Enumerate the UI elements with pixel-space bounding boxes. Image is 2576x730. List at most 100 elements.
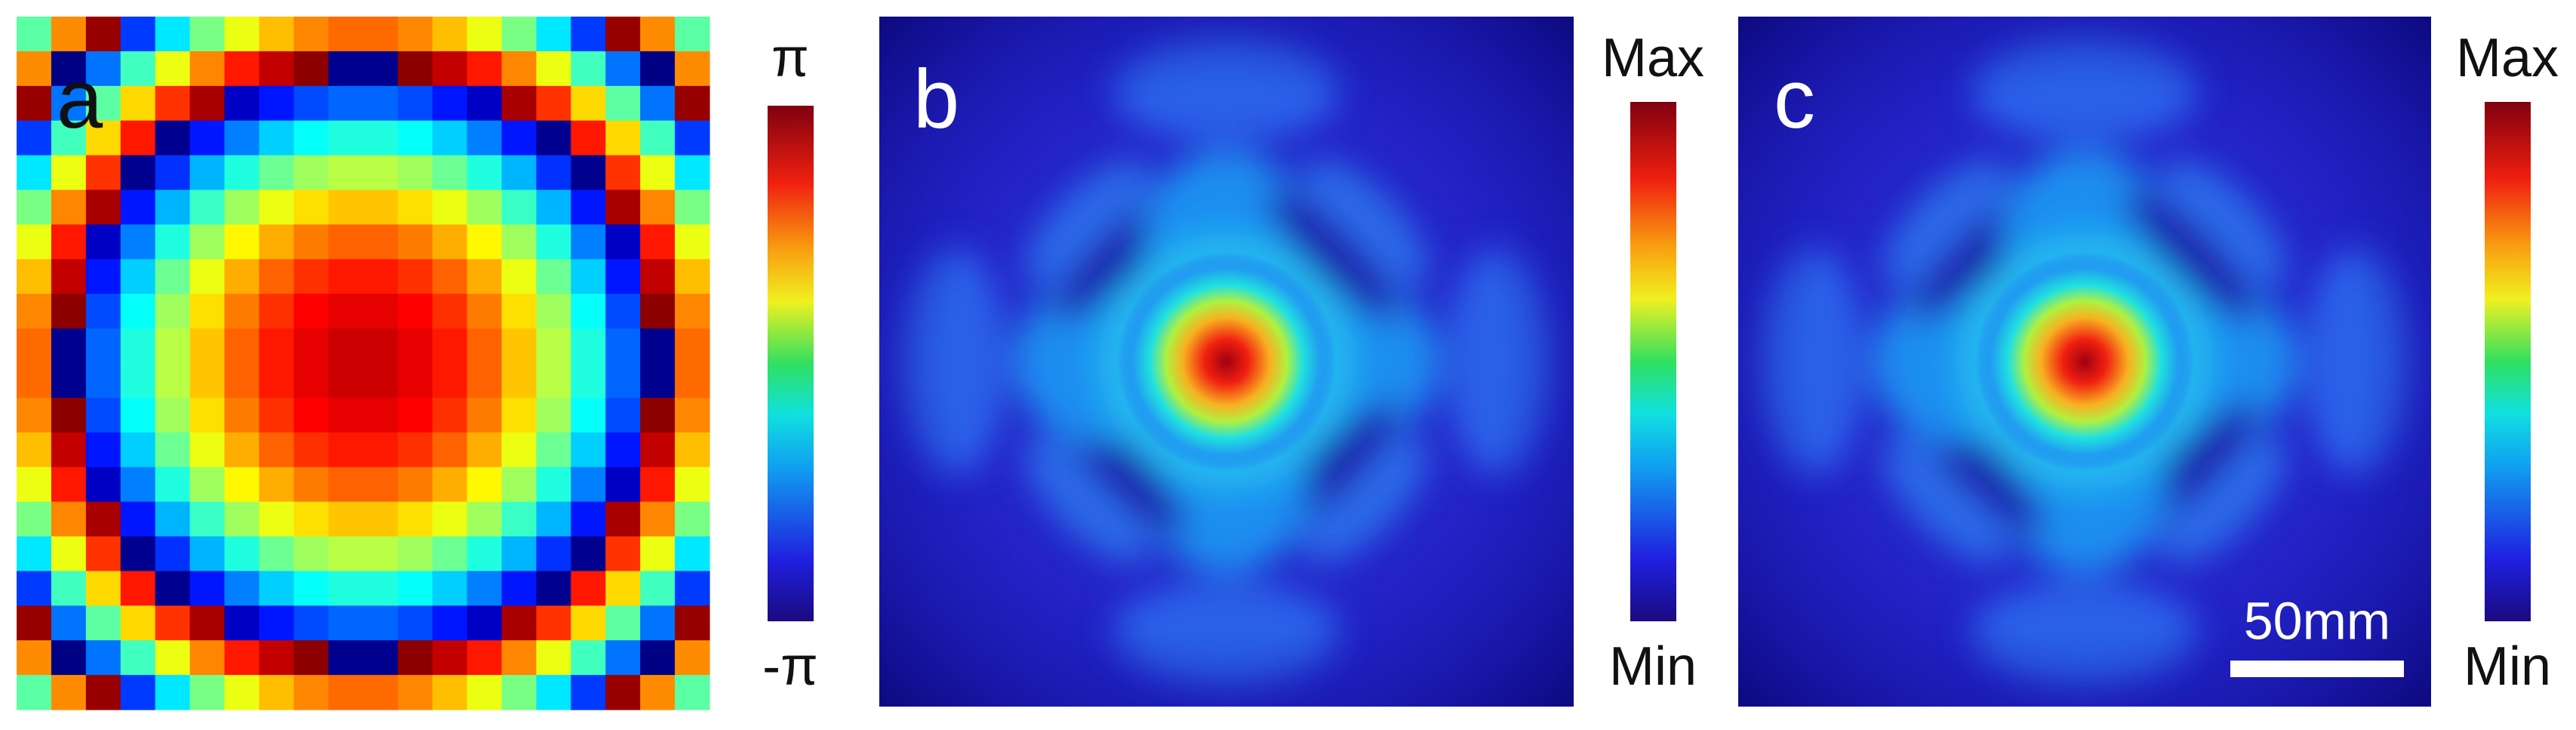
phase-pixel bbox=[466, 259, 503, 294]
phase-pixel bbox=[155, 675, 191, 710]
phase-pixel bbox=[51, 501, 87, 537]
phase-pixel bbox=[605, 536, 641, 571]
phase-pixel bbox=[605, 17, 641, 52]
phase-pixel bbox=[85, 501, 122, 537]
phase-pixel bbox=[571, 120, 606, 156]
phase-pixel bbox=[571, 294, 606, 329]
phase-pixel bbox=[189, 432, 225, 468]
phase-pixel bbox=[85, 328, 122, 364]
phase-pixel bbox=[224, 397, 260, 433]
phase-pixel bbox=[571, 432, 606, 468]
phase-pixel bbox=[536, 432, 571, 468]
phase-pixel bbox=[259, 224, 294, 260]
phase-pixel bbox=[155, 432, 191, 468]
phase-pixel bbox=[432, 294, 468, 329]
phase-pixel bbox=[120, 155, 156, 191]
phase-pixel bbox=[675, 432, 710, 468]
phase-pixel bbox=[85, 432, 122, 468]
phase-pixel bbox=[51, 467, 87, 503]
phase-pixel bbox=[501, 363, 537, 399]
phase-pixel bbox=[17, 224, 52, 260]
phase-pixel bbox=[120, 536, 156, 571]
phase-pixel bbox=[501, 259, 537, 294]
phase-pixel bbox=[259, 467, 294, 503]
phase-pixel bbox=[328, 85, 364, 122]
phase-pixel bbox=[536, 363, 571, 399]
phase-pixel bbox=[363, 467, 399, 503]
phase-pixel bbox=[51, 397, 87, 433]
phase-pixel bbox=[17, 51, 52, 87]
phase-pixel bbox=[51, 363, 87, 399]
phase-pixel bbox=[640, 85, 676, 122]
phase-pixel bbox=[17, 85, 52, 122]
phase-pixel bbox=[605, 432, 641, 468]
phase-pixel bbox=[640, 259, 676, 294]
phase-pixel bbox=[85, 571, 122, 606]
phase-pixel bbox=[189, 397, 225, 433]
phase-pixel bbox=[294, 17, 329, 52]
phase-pixel bbox=[466, 363, 503, 399]
phase-pixel bbox=[675, 640, 710, 676]
phase-pixel bbox=[155, 467, 191, 503]
phase-pixel bbox=[224, 85, 260, 122]
phase-pixel bbox=[571, 155, 606, 191]
phase-pixel bbox=[501, 155, 537, 191]
phase-pixel bbox=[155, 224, 191, 260]
phase-pixel bbox=[328, 675, 364, 710]
phase-pixel bbox=[640, 363, 676, 399]
phase-pixel bbox=[328, 17, 364, 52]
phase-pixel bbox=[571, 397, 606, 433]
phase-pixel bbox=[224, 640, 260, 676]
colorbar-min: Min bbox=[2464, 636, 2551, 697]
phase-pixel bbox=[224, 51, 260, 87]
phase-pixel bbox=[51, 17, 87, 52]
phase-pixel bbox=[51, 432, 87, 468]
phase-pixel bbox=[432, 536, 468, 571]
phase-pixel bbox=[466, 501, 503, 537]
phase-pixel bbox=[363, 397, 399, 433]
phase-pixel bbox=[675, 259, 710, 294]
phase-pixel bbox=[120, 432, 156, 468]
phase-pixel bbox=[397, 294, 433, 329]
phase-pixel bbox=[294, 120, 329, 156]
phase-pixel bbox=[51, 155, 87, 191]
phase-pixel bbox=[397, 51, 433, 87]
phase-pixel bbox=[397, 675, 433, 710]
phase-pixel bbox=[605, 120, 641, 156]
phase-pixel bbox=[363, 259, 399, 294]
phase-pixel bbox=[363, 224, 399, 260]
phase-pixel bbox=[397, 155, 433, 191]
phase-pixel bbox=[536, 51, 571, 87]
phase-pixel bbox=[536, 605, 571, 641]
panel-label: c bbox=[1774, 53, 1815, 146]
phase-pixel bbox=[51, 120, 87, 156]
phase-pixel bbox=[85, 605, 122, 641]
phase-pixel bbox=[294, 640, 329, 676]
phase-pixel bbox=[120, 397, 156, 433]
colorbar-max: Max bbox=[2456, 28, 2559, 88]
phase-pixel bbox=[536, 467, 571, 503]
phase-pixel bbox=[328, 328, 364, 364]
phase-pixel bbox=[432, 640, 468, 676]
phase-pixel bbox=[120, 17, 156, 52]
phase-pixel bbox=[294, 155, 329, 191]
phase-pixel bbox=[51, 294, 87, 329]
phase-pixel bbox=[571, 189, 606, 225]
phase-pixel bbox=[536, 501, 571, 537]
phase-pixel bbox=[363, 536, 399, 571]
phase-pixel bbox=[536, 675, 571, 710]
phase-pixel bbox=[605, 363, 641, 399]
phase-pixel bbox=[224, 328, 260, 364]
phase-pixel bbox=[259, 85, 294, 122]
phase-pixel bbox=[363, 189, 399, 225]
phase-pixel bbox=[328, 294, 364, 329]
phase-pixel bbox=[536, 328, 571, 364]
phase-pixel bbox=[640, 640, 676, 676]
phase-pixel bbox=[17, 432, 52, 468]
phase-pixel bbox=[466, 189, 503, 225]
phase-pixel bbox=[605, 467, 641, 503]
phase-pixel bbox=[51, 328, 87, 364]
phase-pixel bbox=[120, 571, 156, 606]
phase-pixel bbox=[501, 328, 537, 364]
